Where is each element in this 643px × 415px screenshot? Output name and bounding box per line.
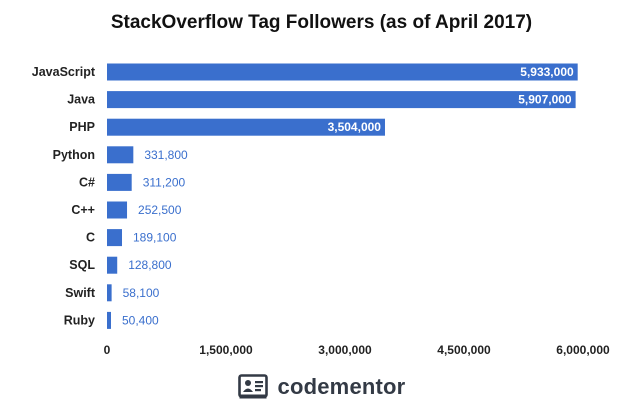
data-label: 5,933,000: [520, 65, 574, 79]
x-tick-label: 4,500,000: [437, 343, 491, 357]
data-label: 5,907,000: [518, 93, 572, 107]
data-label: 3,504,000: [328, 120, 382, 134]
data-label: 331,800: [144, 148, 188, 162]
x-tick-label: 3,000,000: [318, 343, 372, 357]
x-tick-label: 1,500,000: [199, 343, 253, 357]
brand-logo: codementor: [0, 374, 643, 400]
codementor-logo-icon: [237, 374, 268, 399]
category-label: Ruby: [64, 313, 95, 327]
x-tick-label: 0: [104, 343, 111, 357]
bar: [107, 146, 134, 164]
category-label: Python: [53, 148, 95, 162]
bar-chart: JavaScript Java PHP Python C# C++ C SQL Swift Rub…: [32, 63, 610, 357]
category-label: C++: [71, 203, 95, 217]
bar: [107, 118, 385, 136]
category-label: Java: [67, 93, 96, 107]
data-label: 50,400: [122, 313, 159, 327]
bar: [107, 311, 111, 329]
bar: [107, 63, 578, 81]
y-axis-labels: JavaScript Java PHP Python C# C++ C SQL Swift Rub…: [32, 65, 96, 327]
x-axis-tick-labels: 0 1,500,000 3,000,000 4,500,000 6,000,000: [104, 343, 610, 357]
category-label: SQL: [69, 258, 95, 272]
category-label: JavaScript: [32, 65, 96, 79]
category-label: C#: [79, 175, 95, 189]
chart-title: StackOverflow Tag Followers (as of April…: [110, 12, 533, 33]
category-label: Swift: [65, 286, 96, 300]
data-labels: 5,933,000 5,907,000 3,504,000 331,800 311,20…: [122, 65, 574, 327]
brand-name: codementor: [277, 374, 406, 399]
bar: [107, 229, 123, 247]
bar: [107, 173, 132, 191]
category-label: C: [86, 231, 95, 245]
category-label: PHP: [69, 120, 95, 134]
data-label: 189,100: [133, 231, 177, 245]
data-label: 252,500: [138, 203, 182, 217]
bar: [107, 284, 112, 302]
data-label: 311,200: [143, 175, 186, 189]
bars: [107, 63, 578, 329]
bar: [107, 201, 128, 219]
data-label: 128,800: [128, 258, 172, 272]
bar: [107, 256, 118, 274]
bar: [107, 91, 576, 109]
x-tick-label: 6,000,000: [556, 343, 610, 357]
data-label: 58,100: [123, 286, 160, 300]
